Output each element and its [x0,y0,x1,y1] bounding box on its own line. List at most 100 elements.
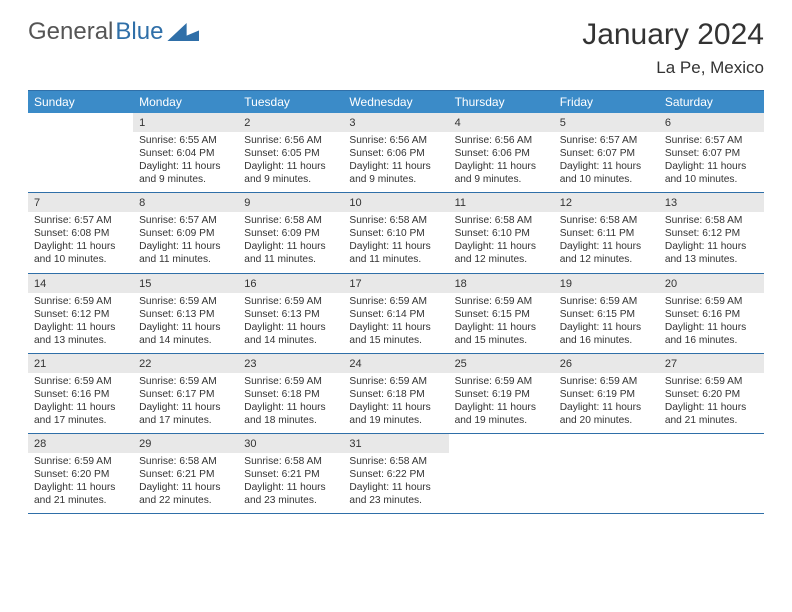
day-info-line: Sunrise: 6:58 AM [349,214,442,227]
day-info-line: Daylight: 11 hours and 23 minutes. [244,481,337,507]
day-cell: 30Sunrise: 6:58 AMSunset: 6:21 PMDayligh… [238,434,343,513]
weekday-header: Friday [554,91,659,113]
logo: GeneralBlue [28,18,199,46]
day-body: Sunrise: 6:56 AMSunset: 6:05 PMDaylight:… [238,132,343,192]
day-info-line: Sunrise: 6:58 AM [665,214,758,227]
location: La Pe, Mexico [582,58,764,78]
day-info-line: Daylight: 11 hours and 14 minutes. [139,321,232,347]
day-number: 25 [449,354,554,373]
day-info-line: Daylight: 11 hours and 16 minutes. [665,321,758,347]
day-body: Sunrise: 6:59 AMSunset: 6:13 PMDaylight:… [238,293,343,353]
day-info-line: Sunrise: 6:56 AM [349,134,442,147]
day-cell: 28 Sunrise: 6:59 AMSunset: 6:20 PMDayligh… [28,434,133,513]
day-info-line: Daylight: 11 hours and 11 minutes. [349,240,442,266]
day-info-line: Sunset: 6:21 PM [139,468,232,481]
header: GeneralBlue January 2024 La Pe, Mexico [28,18,764,78]
day-info-line: Daylight: 11 hours and 18 minutes. [244,401,337,427]
day-cell: 31Sunrise: 6:58 AMSunset: 6:22 PMDayligh… [343,434,448,513]
day-info-line: Sunset: 6:16 PM [34,388,127,401]
day-number: 22 [133,354,238,373]
day-info-line: Sunrise: 6:59 AM [34,375,127,388]
day-body: Sunrise: 6:55 AMSunset: 6:04 PMDaylight:… [133,132,238,192]
day-info-line: Sunset: 6:19 PM [455,388,548,401]
day-info-line: Sunset: 6:14 PM [349,308,442,321]
day-body: Sunrise: 6:57 AMSunset: 6:08 PMDaylight:… [28,212,133,272]
day-info-line: Sunrise: 6:55 AM [139,134,232,147]
day-number: 29 [133,434,238,453]
weekday-header: Tuesday [238,91,343,113]
day-number: 20 [659,274,764,293]
day-body: Sunrise: 6:57 AMSunset: 6:09 PMDaylight:… [133,212,238,272]
day-body [28,118,133,126]
day-info-line: Daylight: 11 hours and 13 minutes. [665,240,758,266]
day-number: 23 [238,354,343,373]
day-number: 13 [659,193,764,212]
day-info-line: Sunrise: 6:58 AM [244,214,337,227]
day-info-line: Sunset: 6:15 PM [455,308,548,321]
day-cell: 9Sunrise: 6:58 AMSunset: 6:09 PMDaylight… [238,193,343,272]
day-info-line: Sunset: 6:07 PM [665,147,758,160]
day-cell: 1Sunrise: 6:55 AMSunset: 6:04 PMDaylight… [133,113,238,192]
day-body: Sunrise: 6:59 AMSunset: 6:16 PMDaylight:… [28,373,133,433]
day-number: 18 [449,274,554,293]
day-body: Sunrise: 6:59 AMSunset: 6:16 PMDaylight:… [659,293,764,353]
day-body: Sunrise: 6:58 AMSunset: 6:11 PMDaylight:… [554,212,659,272]
day-number: 28 [28,434,133,453]
day-info-line: Daylight: 11 hours and 21 minutes. [34,481,127,507]
day-info-line: Sunrise: 6:56 AM [244,134,337,147]
day-info-line: Sunset: 6:22 PM [349,468,442,481]
day-info-line: Sunrise: 6:59 AM [34,455,127,468]
day-body: Sunrise: 6:59 AMSunset: 6:19 PMDaylight:… [554,373,659,433]
day-info-line: Sunset: 6:13 PM [244,308,337,321]
day-body: Sunrise: 6:59 AMSunset: 6:18 PMDaylight:… [343,373,448,433]
day-info-line: Sunrise: 6:58 AM [560,214,653,227]
day-info-line: Sunrise: 6:59 AM [349,375,442,388]
day-number: 4 [449,113,554,132]
day-info-line: Sunrise: 6:58 AM [349,455,442,468]
day-info-line: Sunset: 6:11 PM [560,227,653,240]
day-info-line: Daylight: 11 hours and 20 minutes. [560,401,653,427]
day-cell: 24Sunrise: 6:59 AMSunset: 6:18 PMDayligh… [343,354,448,433]
logo-text-part2: Blue [115,18,163,46]
day-info-line: Daylight: 11 hours and 10 minutes. [560,160,653,186]
day-number: 21 [28,354,133,373]
day-body: Sunrise: 6:59 AMSunset: 6:15 PMDaylight:… [554,293,659,353]
day-info-line: Daylight: 11 hours and 9 minutes. [139,160,232,186]
day-cell: 4Sunrise: 6:56 AMSunset: 6:06 PMDaylight… [449,113,554,192]
day-cell: 6Sunrise: 6:57 AMSunset: 6:07 PMDaylight… [659,113,764,192]
day-cell [659,434,764,513]
weekday-header-row: SundayMondayTuesdayWednesdayThursdayFrid… [28,91,764,113]
day-info-line: Daylight: 11 hours and 9 minutes. [244,160,337,186]
day-cell [28,113,133,192]
day-cell: 19Sunrise: 6:59 AMSunset: 6:15 PMDayligh… [554,274,659,353]
week-row: 21Sunrise: 6:59 AMSunset: 6:16 PMDayligh… [28,354,764,434]
day-cell: 26Sunrise: 6:59 AMSunset: 6:19 PMDayligh… [554,354,659,433]
day-number: 15 [133,274,238,293]
day-cell: 25Sunrise: 6:59 AMSunset: 6:19 PMDayligh… [449,354,554,433]
day-info-line: Sunset: 6:18 PM [244,388,337,401]
day-number: 11 [449,193,554,212]
day-info-line: Sunrise: 6:59 AM [139,295,232,308]
day-info-line: Sunrise: 6:56 AM [455,134,548,147]
day-info-line: Sunset: 6:04 PM [139,147,232,160]
day-body: Sunrise: 6:59 AMSunset: 6:18 PMDaylight:… [238,373,343,433]
day-info-line: Daylight: 11 hours and 10 minutes. [665,160,758,186]
day-number: 6 [659,113,764,132]
day-info-line: Sunrise: 6:57 AM [139,214,232,227]
day-info-line: Sunset: 6:09 PM [139,227,232,240]
day-info-line: Sunrise: 6:59 AM [244,375,337,388]
day-number: 30 [238,434,343,453]
day-info-line: Daylight: 11 hours and 22 minutes. [139,481,232,507]
day-info-line: Sunrise: 6:58 AM [139,455,232,468]
day-body [554,439,659,447]
day-info-line: Sunset: 6:20 PM [34,468,127,481]
day-cell: 10Sunrise: 6:58 AMSunset: 6:10 PMDayligh… [343,193,448,272]
day-info-line: Daylight: 11 hours and 13 minutes. [34,321,127,347]
day-number: 24 [343,354,448,373]
day-number: 12 [554,193,659,212]
day-info-line: Sunset: 6:20 PM [665,388,758,401]
day-info-line: Daylight: 11 hours and 11 minutes. [244,240,337,266]
day-cell: 12Sunrise: 6:58 AMSunset: 6:11 PMDayligh… [554,193,659,272]
day-info-line: Sunrise: 6:59 AM [34,295,127,308]
weeks-container: 1Sunrise: 6:55 AMSunset: 6:04 PMDaylight… [28,113,764,514]
